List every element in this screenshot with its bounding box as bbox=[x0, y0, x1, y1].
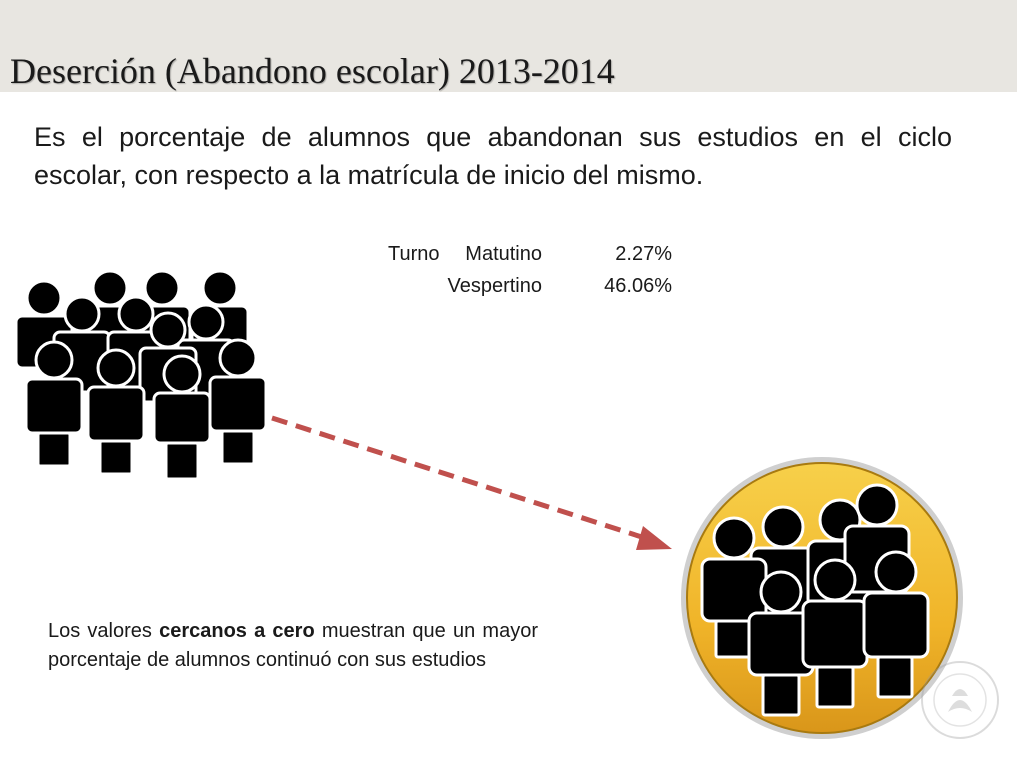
turno-table: Turno Matutino 2.27% Vespertino 46.06% bbox=[380, 243, 672, 307]
note-part1: Los valores bbox=[48, 620, 160, 642]
note-part2: muestran que un mayor porcentaje de alum… bbox=[48, 620, 538, 671]
note-text: Los valores cercanos a cero muestran que… bbox=[48, 617, 538, 675]
header-band bbox=[0, 0, 1017, 92]
turno-name: Matutino bbox=[465, 243, 542, 265]
slide-title: Deserción (Abandono escolar) 2013-2014 bbox=[10, 51, 615, 91]
turno-value: 46.06% bbox=[604, 275, 672, 297]
right-border bbox=[1017, 0, 1024, 768]
national-seal-icon bbox=[921, 661, 999, 739]
note-bold: cercanos a cero bbox=[159, 620, 315, 642]
people-group-in-circle-icon bbox=[681, 457, 963, 739]
turno-row-matutino: Turno Matutino 2.27% bbox=[380, 243, 672, 275]
turno-label: Turno bbox=[388, 243, 440, 265]
dashed-arrow-icon bbox=[271, 415, 672, 550]
turno-row-vespertino: Vespertino 46.06% bbox=[380, 275, 672, 307]
definition-text: Es el porcentaje de alumnos que abandona… bbox=[34, 122, 952, 190]
turno-name: Vespertino bbox=[447, 275, 542, 297]
people-group-icon bbox=[14, 269, 268, 481]
turno-value: 2.27% bbox=[615, 243, 672, 265]
